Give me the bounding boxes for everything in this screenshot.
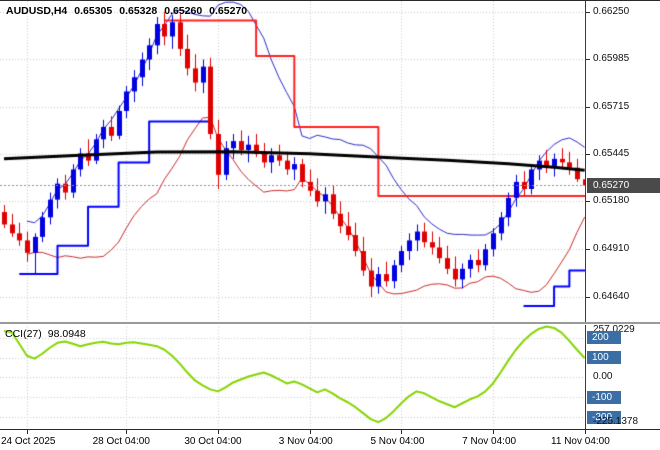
price-axis-label: 0.65445 (593, 148, 630, 160)
cci-name: CCI(27) (5, 328, 42, 340)
time-axis-tick (126, 430, 127, 434)
symbol-timeframe-label: AUDUSD,H4 (6, 5, 68, 17)
time-axis-tick (493, 430, 494, 434)
price-axis-tick (586, 59, 590, 60)
price-axis-tick (586, 249, 590, 250)
cci-axis-label: -225.1378 (593, 416, 639, 428)
time-axis-tick (401, 430, 402, 434)
cci-level-badge: -200 (587, 410, 621, 424)
close-value: 0.65270 (209, 5, 248, 17)
price-axis-tick (586, 201, 590, 202)
price-axis-tick (586, 154, 590, 155)
cci-level-badge: 100 (587, 351, 621, 365)
price-axis-label: 0.64640 (593, 291, 630, 303)
time-axis-label: 11 Nov 04:00 (551, 436, 610, 447)
time-axis-label: 7 Nov 04:00 (462, 436, 517, 447)
cci-level-badge: 200 (587, 331, 621, 345)
time-axis-label: 24 Oct 2025 (1, 436, 56, 447)
price-axis-tick (586, 107, 590, 108)
chart-ohlc-header: AUDUSD,H4 0.65305 0.65328 0.65260 0.6527… (6, 5, 247, 17)
price-scale[interactable]: 0.65270 0.66250 0.65985 0.65715 0.65445 0.65… (585, 1, 660, 322)
cci-value: 98.0948 (47, 328, 86, 340)
time-axis-tick (585, 430, 586, 434)
time-axis-tick (27, 430, 28, 434)
time-scale[interactable]: 24 Oct 2025 28 Oct 04:00 30 Oct 04:00 3 Nov… (0, 429, 660, 450)
time-axis-label: 3 Nov 04:00 (278, 436, 333, 447)
pane-separator[interactable] (0, 322, 660, 325)
cci-axis-label: 257.0229 (593, 324, 635, 335)
cci-indicator-canvas[interactable] (0, 324, 585, 429)
cci-level-badge: -100 (587, 390, 621, 404)
open-value: 0.65305 (74, 5, 113, 17)
price-axis-label: 0.65180 (593, 195, 630, 207)
price-axis-label: 0.65985 (593, 52, 630, 64)
high-value: 0.65328 (119, 5, 158, 17)
cci-indicator-label: CCI(27) 98.0948 (5, 328, 86, 340)
time-axis-label: 28 Oct 04:00 (92, 436, 150, 447)
cci-scale[interactable]: 257.0229 200 100 0.00 -100 -200 -225.1378 (585, 324, 660, 429)
low-value: 0.65260 (164, 5, 203, 17)
time-axis-tick (310, 430, 311, 434)
price-chart-canvas[interactable] (0, 1, 585, 322)
price-axis-label: 0.66250 (593, 5, 630, 17)
time-axis-tick (218, 430, 219, 434)
price-axis-label: 0.65715 (593, 100, 630, 112)
price-axis-tick (586, 12, 590, 13)
price-axis-label: 0.64910 (593, 243, 630, 255)
current-price-badge: 0.65270 (587, 177, 660, 193)
cci-axis-label: 0.00 (593, 371, 613, 383)
price-axis-tick (586, 297, 590, 298)
time-axis-label: 30 Oct 04:00 (184, 436, 242, 447)
time-axis-label: 5 Nov 04:00 (370, 436, 425, 447)
